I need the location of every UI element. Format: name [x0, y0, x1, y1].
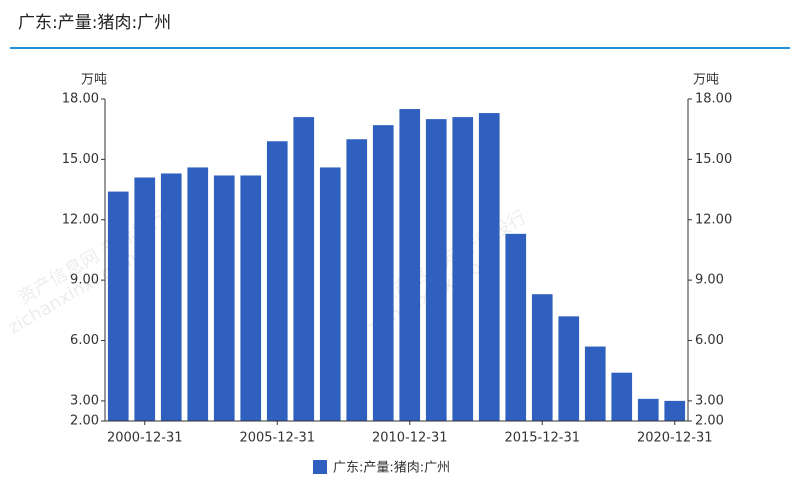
bar — [266, 141, 288, 421]
y-tick-label: 15.00 — [62, 152, 99, 167]
bar — [558, 316, 580, 421]
y-tick-label: 3.00 — [70, 393, 99, 408]
x-tick-label: 2020-12-31 — [637, 431, 713, 446]
bar — [531, 294, 553, 421]
bar — [637, 398, 659, 421]
bar — [187, 167, 209, 421]
y2-tick-label: 2.00 — [695, 414, 724, 429]
y-unit: 万吨 — [81, 73, 107, 88]
bar — [584, 346, 606, 421]
y2-tick-label: 9.00 — [695, 273, 724, 288]
y2-tick-label: 3.00 — [695, 393, 724, 408]
y2-unit: 万吨 — [693, 73, 719, 88]
x-tick-label: 2000-12-31 — [107, 431, 183, 446]
bar — [160, 173, 182, 421]
legend-label: 广东:产量:猪肉:广州 — [333, 461, 450, 476]
bar — [372, 125, 394, 421]
bar — [452, 117, 474, 422]
bar — [107, 191, 129, 421]
bar — [611, 372, 633, 421]
bar — [293, 117, 315, 422]
y2-tick-label: 6.00 — [695, 333, 724, 348]
bar — [425, 119, 447, 421]
chart-title: 广东:产量:猪肉:广州 — [18, 13, 171, 33]
bar — [213, 175, 235, 421]
bar — [399, 109, 421, 421]
bar — [664, 400, 686, 421]
bar — [134, 177, 156, 421]
bar — [240, 175, 262, 421]
bar — [346, 139, 368, 421]
y2-tick-label: 12.00 — [695, 212, 732, 227]
x-tick-label: 2015-12-31 — [504, 431, 580, 446]
y2-tick-label: 15.00 — [695, 152, 732, 167]
y-tick-label: 12.00 — [62, 212, 99, 227]
y-tick-label: 9.00 — [70, 273, 99, 288]
y-tick-label: 6.00 — [70, 333, 99, 348]
bar — [505, 233, 527, 421]
y-tick-label: 18.00 — [62, 92, 99, 107]
bar — [319, 167, 341, 421]
legend-swatch — [313, 460, 327, 474]
y-tick-label: 2.00 — [70, 414, 99, 429]
x-tick-label: 2005-12-31 — [239, 431, 315, 446]
bar — [478, 113, 500, 422]
y2-tick-label: 18.00 — [695, 92, 732, 107]
x-tick-label: 2010-12-31 — [372, 431, 448, 446]
